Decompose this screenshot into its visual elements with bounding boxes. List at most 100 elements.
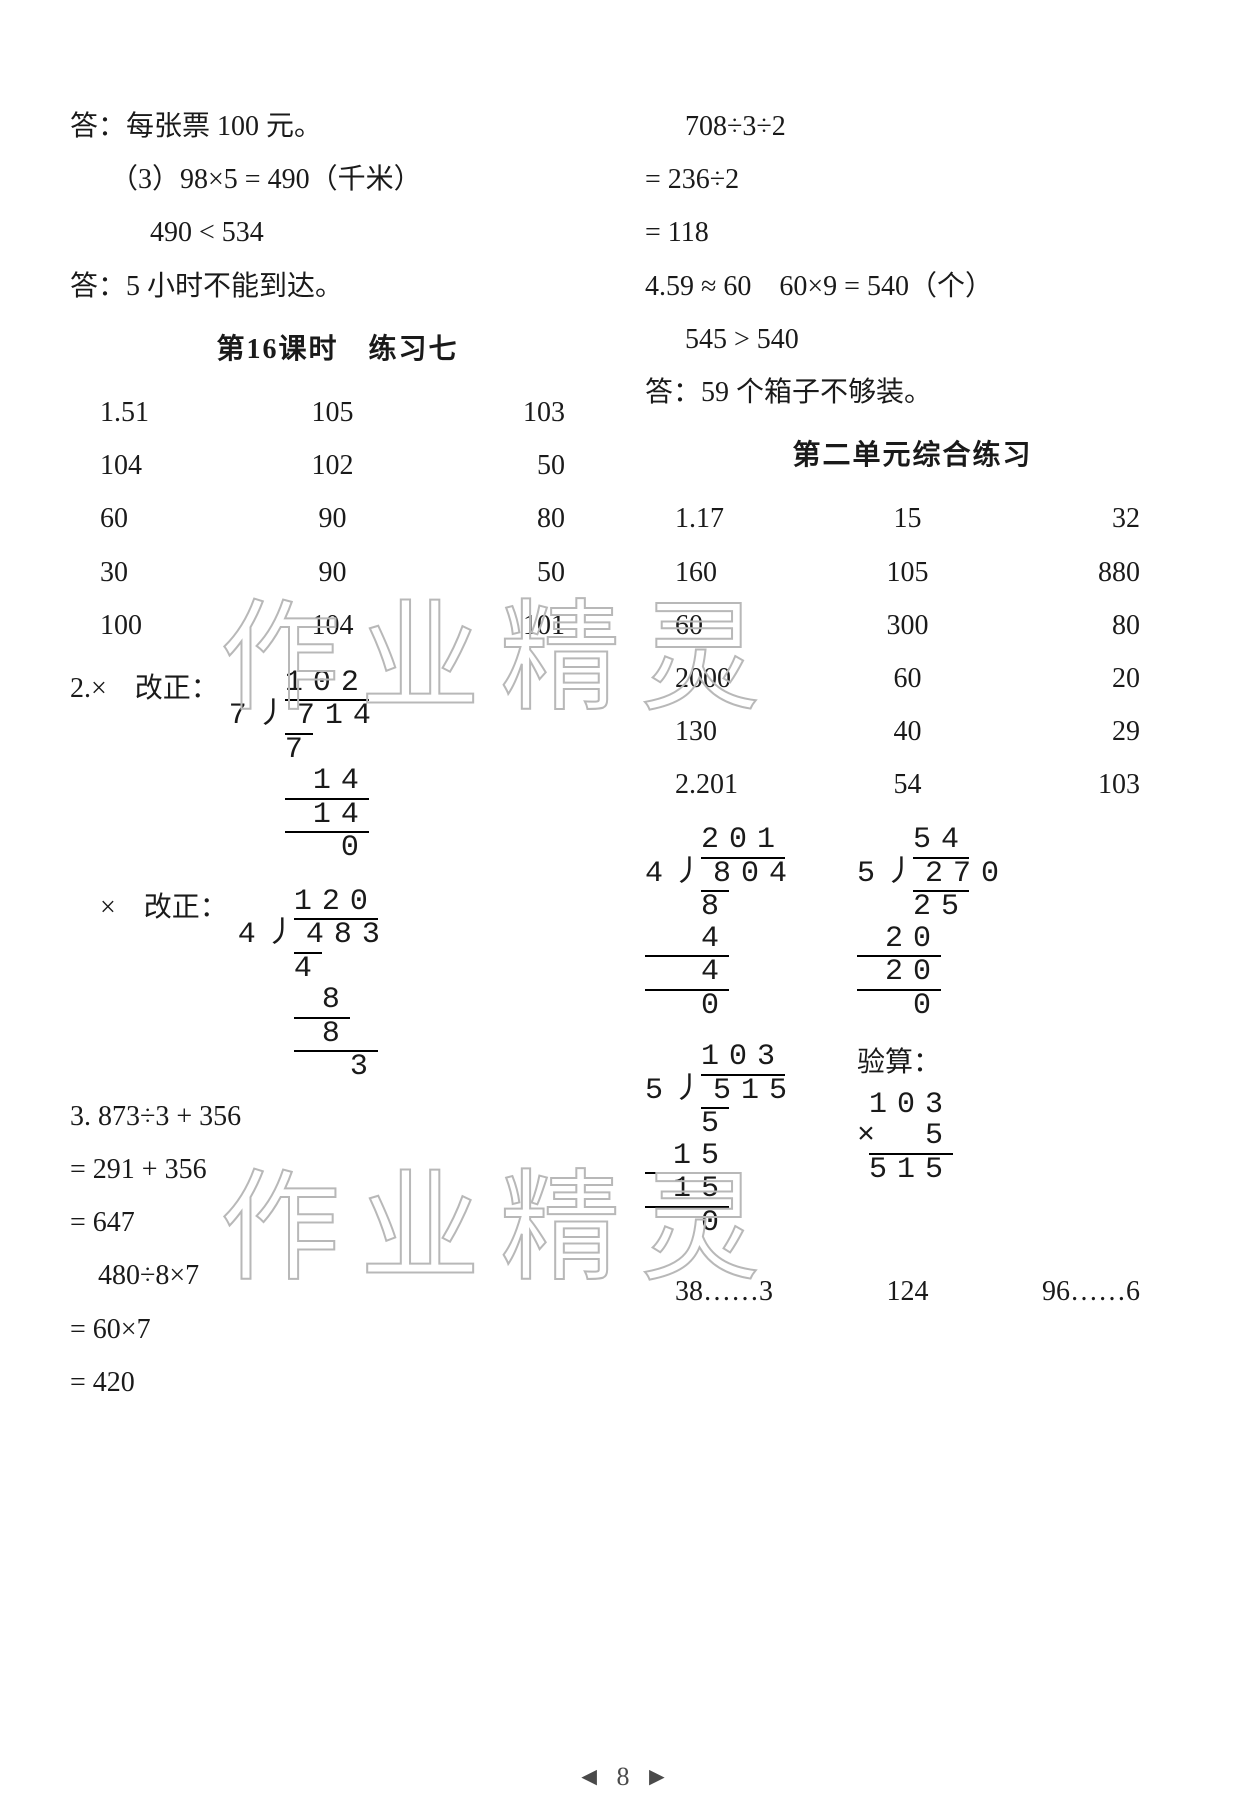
cell: 2.201 [675, 758, 828, 811]
long-division-1: 102 7丿714 7 14 14 0 [229, 668, 381, 865]
step: 25 [913, 890, 969, 924]
cell: 104 [100, 439, 253, 492]
check-label: 验算： [857, 1036, 953, 1089]
q2b: × 改正： 120 4丿483 4 8 8 3 [100, 881, 605, 1090]
table-row: 10410250 [70, 439, 605, 492]
cell: 80 [987, 599, 1140, 652]
page-decor-right-icon: ► [644, 1762, 674, 1791]
mult-a: 103 [857, 1090, 953, 1122]
table-row: 160105880 [645, 546, 1180, 599]
cell: 20 [987, 652, 1140, 705]
divisor: 7 [229, 699, 257, 733]
cell: 160 [675, 546, 828, 599]
cell: 103 [987, 758, 1140, 811]
step: 0 [285, 831, 369, 865]
table-row: 609080 [70, 492, 605, 545]
cell: 90 [256, 546, 409, 599]
dividend: 483 [306, 918, 390, 952]
step: 14 [285, 798, 369, 832]
calc-line: = 420 [70, 1356, 605, 1409]
mult-op: × [857, 1119, 885, 1153]
step: 15 [645, 1139, 729, 1173]
cell: 60 [100, 492, 253, 545]
step: 4 [645, 955, 729, 989]
step: 0 [645, 989, 729, 1023]
right-column: 708÷3÷2 = 236÷2 = 118 4.59 ≈ 60 60×9 = 5… [645, 100, 1180, 1409]
cell: 50 [412, 546, 565, 599]
step: 8 [294, 983, 350, 1017]
calc-line: 708÷3÷2 [645, 100, 1180, 153]
cell: 103 [412, 386, 565, 439]
cell: 15 [831, 492, 984, 545]
step: 3 [294, 1050, 378, 1084]
table-row: 1.171532 [645, 492, 1180, 545]
table-row: 20006020 [645, 652, 1180, 705]
quotient: 54 [913, 825, 969, 859]
cell: 54 [831, 758, 984, 811]
q2a: 2.× 改正： 102 7丿714 7 14 14 0 [70, 662, 605, 871]
step: 20 [857, 955, 941, 989]
step: 0 [857, 989, 941, 1023]
calc-line: （3）98×5 = 490（千米） [70, 153, 605, 206]
quotient: 201 [701, 825, 785, 859]
cell: 60 [831, 652, 984, 705]
calc-line: 490 < 534 [70, 206, 605, 259]
cell: 124 [831, 1265, 984, 1318]
divisor: 4 [645, 857, 673, 891]
cell: 102 [256, 439, 409, 492]
cell: 100 [100, 599, 253, 652]
answer-text: 答：5 小时不能到达。 [70, 260, 605, 313]
cell: 101 [412, 599, 565, 652]
cell: 30 [100, 546, 253, 599]
page-decor-left-icon: ◄ [576, 1762, 606, 1791]
divisor: 4 [238, 918, 266, 952]
page-number-value: 8 [617, 1762, 634, 1791]
dividend: 515 [713, 1074, 797, 1108]
cell: 29 [987, 705, 1140, 758]
cell: 80 [412, 492, 565, 545]
step: 8 [294, 1017, 350, 1051]
cell: 96……6 [987, 1265, 1140, 1318]
page-number: ◄ 8 ► [0, 1762, 1250, 1792]
dividend: 804 [713, 857, 797, 891]
cell: 105 [256, 386, 409, 439]
calc-line: = 60×7 [70, 1303, 605, 1356]
cell: 38……3 [675, 1265, 828, 1318]
step: 8 [701, 890, 729, 924]
multiplication-check: 103 × 5 515 [857, 1090, 953, 1187]
cell: 130 [675, 705, 828, 758]
mult-prod: 515 [869, 1153, 953, 1187]
long-division-r3: 103 5丿515 5 15 15 0 [645, 1042, 797, 1239]
step: 5 [701, 1107, 729, 1141]
cell: 50 [412, 439, 565, 492]
table-row: 6030080 [645, 599, 1180, 652]
check-block: 验算： 103 × 5 515 [857, 1036, 953, 1194]
bottom-row: 38……3 124 96……6 [645, 1265, 1180, 1318]
calc-line: = 291 + 356 [70, 1143, 605, 1196]
calc-line: = 118 [645, 206, 1180, 259]
table-row: 1.51105103 [70, 386, 605, 439]
table-row: 100104101 [70, 599, 605, 652]
left-column: 答：每张票 100 元。 （3）98×5 = 490（千米） 490 < 534… [70, 100, 605, 1409]
section-heading: 第16课时 练习七 [70, 323, 605, 376]
calc-line: = 647 [70, 1196, 605, 1249]
divisor: 5 [857, 857, 885, 891]
step: 0 [645, 1206, 729, 1240]
cell: 60 [675, 599, 828, 652]
table-row: 1304029 [645, 705, 1180, 758]
cell: 40 [831, 705, 984, 758]
division-group-1: 201 4丿804 8 4 4 0 54 5丿270 25 20 20 0 [645, 819, 1180, 1028]
mult-b: 5 [925, 1119, 953, 1153]
quotient: 102 [285, 668, 369, 702]
quotient: 103 [701, 1042, 785, 1076]
table-row: 309050 [70, 546, 605, 599]
quotient: 120 [294, 887, 378, 921]
calc-line: 480÷8×7 [70, 1249, 605, 1302]
calc-line: 3. 873÷3 + 356 [70, 1090, 605, 1143]
step: 20 [857, 922, 941, 956]
step: 15 [645, 1172, 729, 1206]
answer-text: 答：每张票 100 元。 [70, 100, 605, 153]
dividend: 714 [297, 699, 381, 733]
table-row: 2.20154103 [645, 758, 1180, 811]
cell: 300 [831, 599, 984, 652]
